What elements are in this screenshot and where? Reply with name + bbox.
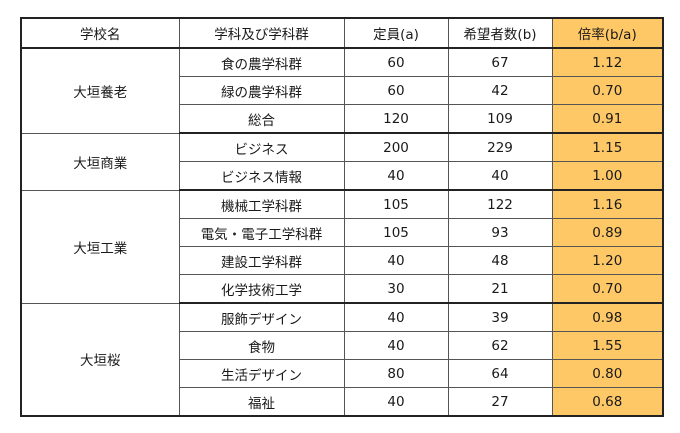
- department-cell: 電気・電子工学科群: [178, 218, 345, 247]
- department-cell: 生活デザイン: [178, 359, 345, 388]
- capacity-cell: 40: [343, 161, 449, 191]
- applicants-cell: 122: [447, 189, 553, 219]
- table-row: 化学技術工学 30 21 0.70: [21, 274, 664, 304]
- ratio-cell: 0.98: [551, 302, 664, 332]
- capacity-cell: 200: [343, 132, 449, 162]
- header-row: 学校名 学科及び学科群 定員(a) 希望者数(b) 倍率(b/a): [20, 17, 664, 49]
- table-row: 総合 120 109 0.91: [21, 104, 664, 134]
- capacity-cell: 105: [343, 218, 449, 247]
- department-cell: 建設工学科群: [178, 246, 345, 275]
- applicants-cell: 64: [447, 359, 553, 388]
- table-body: 大垣養老 食の農学科群 60 67 1.12 緑の農学科群 60 42 0.70 総合 120 109…: [20, 47, 664, 417]
- school-name-cell: 大垣工業: [20, 189, 180, 304]
- capacity-cell: 40: [343, 387, 449, 417]
- department-cell: 緑の農学科群: [178, 76, 345, 105]
- table-row: 電気・電子工学科群 105 93 0.89: [21, 218, 664, 247]
- applicants-cell: 40: [447, 161, 553, 191]
- table-header: 学校名 学科及び学科群 定員(a) 希望者数(b) 倍率(b/a): [20, 17, 664, 49]
- applicants-cell: 67: [447, 47, 553, 77]
- applicants-cell: 93: [447, 218, 553, 247]
- ratio-cell: 1.12: [551, 47, 664, 77]
- department-cell: 食の農学科群: [178, 47, 345, 77]
- ratio-cell: 1.16: [551, 189, 664, 219]
- ratio-cell: 1.15: [551, 132, 664, 162]
- ratio-cell: 1.00: [551, 161, 664, 191]
- department-cell: 化学技術工学: [178, 274, 345, 304]
- header-school: 学校名: [20, 17, 180, 49]
- capacity-cell: 30: [343, 274, 449, 304]
- admission-ratio-table: 学校名 学科及び学科群 定員(a) 希望者数(b) 倍率(b/a) 大垣養老 食の…: [20, 17, 664, 417]
- department-cell: 食物: [178, 331, 345, 360]
- capacity-cell: 120: [343, 104, 449, 134]
- applicants-cell: 62: [447, 331, 553, 360]
- table-row: 大垣商業 ビジネス 200 229 1.15: [20, 132, 664, 191]
- table-row: 大垣養老 食の農学科群 60 67 1.12: [20, 47, 664, 134]
- department-cell: 福祉: [178, 387, 345, 417]
- school-name-cell: 大垣商業: [20, 132, 180, 191]
- applicants-cell: 109: [447, 104, 553, 134]
- school-name-cell: 大垣桜: [20, 302, 180, 417]
- ratio-cell: 1.20: [551, 246, 664, 275]
- ratio-cell: 0.70: [551, 274, 664, 304]
- department-cell: 総合: [178, 104, 345, 134]
- department-cell: ビジネス: [178, 132, 345, 162]
- header-applicants: 希望者数(b): [447, 17, 553, 49]
- department-cell: 機械工学科群: [178, 189, 345, 219]
- department-cell: ビジネス情報: [178, 161, 345, 191]
- ratio-cell: 0.70: [551, 76, 664, 105]
- applicants-cell: 229: [447, 132, 553, 162]
- capacity-cell: 40: [343, 246, 449, 275]
- table-row: 福祉 40 27 0.68: [21, 387, 664, 417]
- header-department: 学科及び学科群: [178, 17, 345, 49]
- table-row: 生活デザイン 80 64 0.80: [21, 359, 664, 388]
- applicants-cell: 27: [447, 387, 553, 417]
- ratio-cell: 0.68: [551, 387, 664, 417]
- ratio-cell: 0.80: [551, 359, 664, 388]
- ratio-cell: 0.89: [551, 218, 664, 247]
- header-ratio: 倍率(b/a): [551, 17, 664, 49]
- table-row: 大垣桜 服飾デザイン 40 39 0.98: [20, 302, 664, 417]
- table-row: ビジネス情報 40 40 1.00: [21, 161, 664, 191]
- capacity-cell: 60: [343, 76, 449, 105]
- applicants-cell: 39: [447, 302, 553, 332]
- applicants-cell: 21: [447, 274, 553, 304]
- capacity-cell: 105: [343, 189, 449, 219]
- school-name-cell: 大垣養老: [20, 47, 180, 134]
- table-row: 食物 40 62 1.55: [21, 331, 664, 360]
- applicants-cell: 48: [447, 246, 553, 275]
- table-row: 緑の農学科群 60 42 0.70: [21, 76, 664, 105]
- capacity-cell: 40: [343, 331, 449, 360]
- header-capacity: 定員(a): [343, 17, 449, 49]
- department-cell: 服飾デザイン: [178, 302, 345, 332]
- applicants-cell: 42: [447, 76, 553, 105]
- capacity-cell: 80: [343, 359, 449, 388]
- table-row: 大垣工業 機械工学科群 105 122 1.16: [20, 189, 664, 304]
- capacity-cell: 60: [343, 47, 449, 77]
- capacity-cell: 40: [343, 302, 449, 332]
- table-row: 建設工学科群 40 48 1.20: [21, 246, 664, 275]
- ratio-cell: 1.55: [551, 331, 664, 360]
- ratio-cell: 0.91: [551, 104, 664, 134]
